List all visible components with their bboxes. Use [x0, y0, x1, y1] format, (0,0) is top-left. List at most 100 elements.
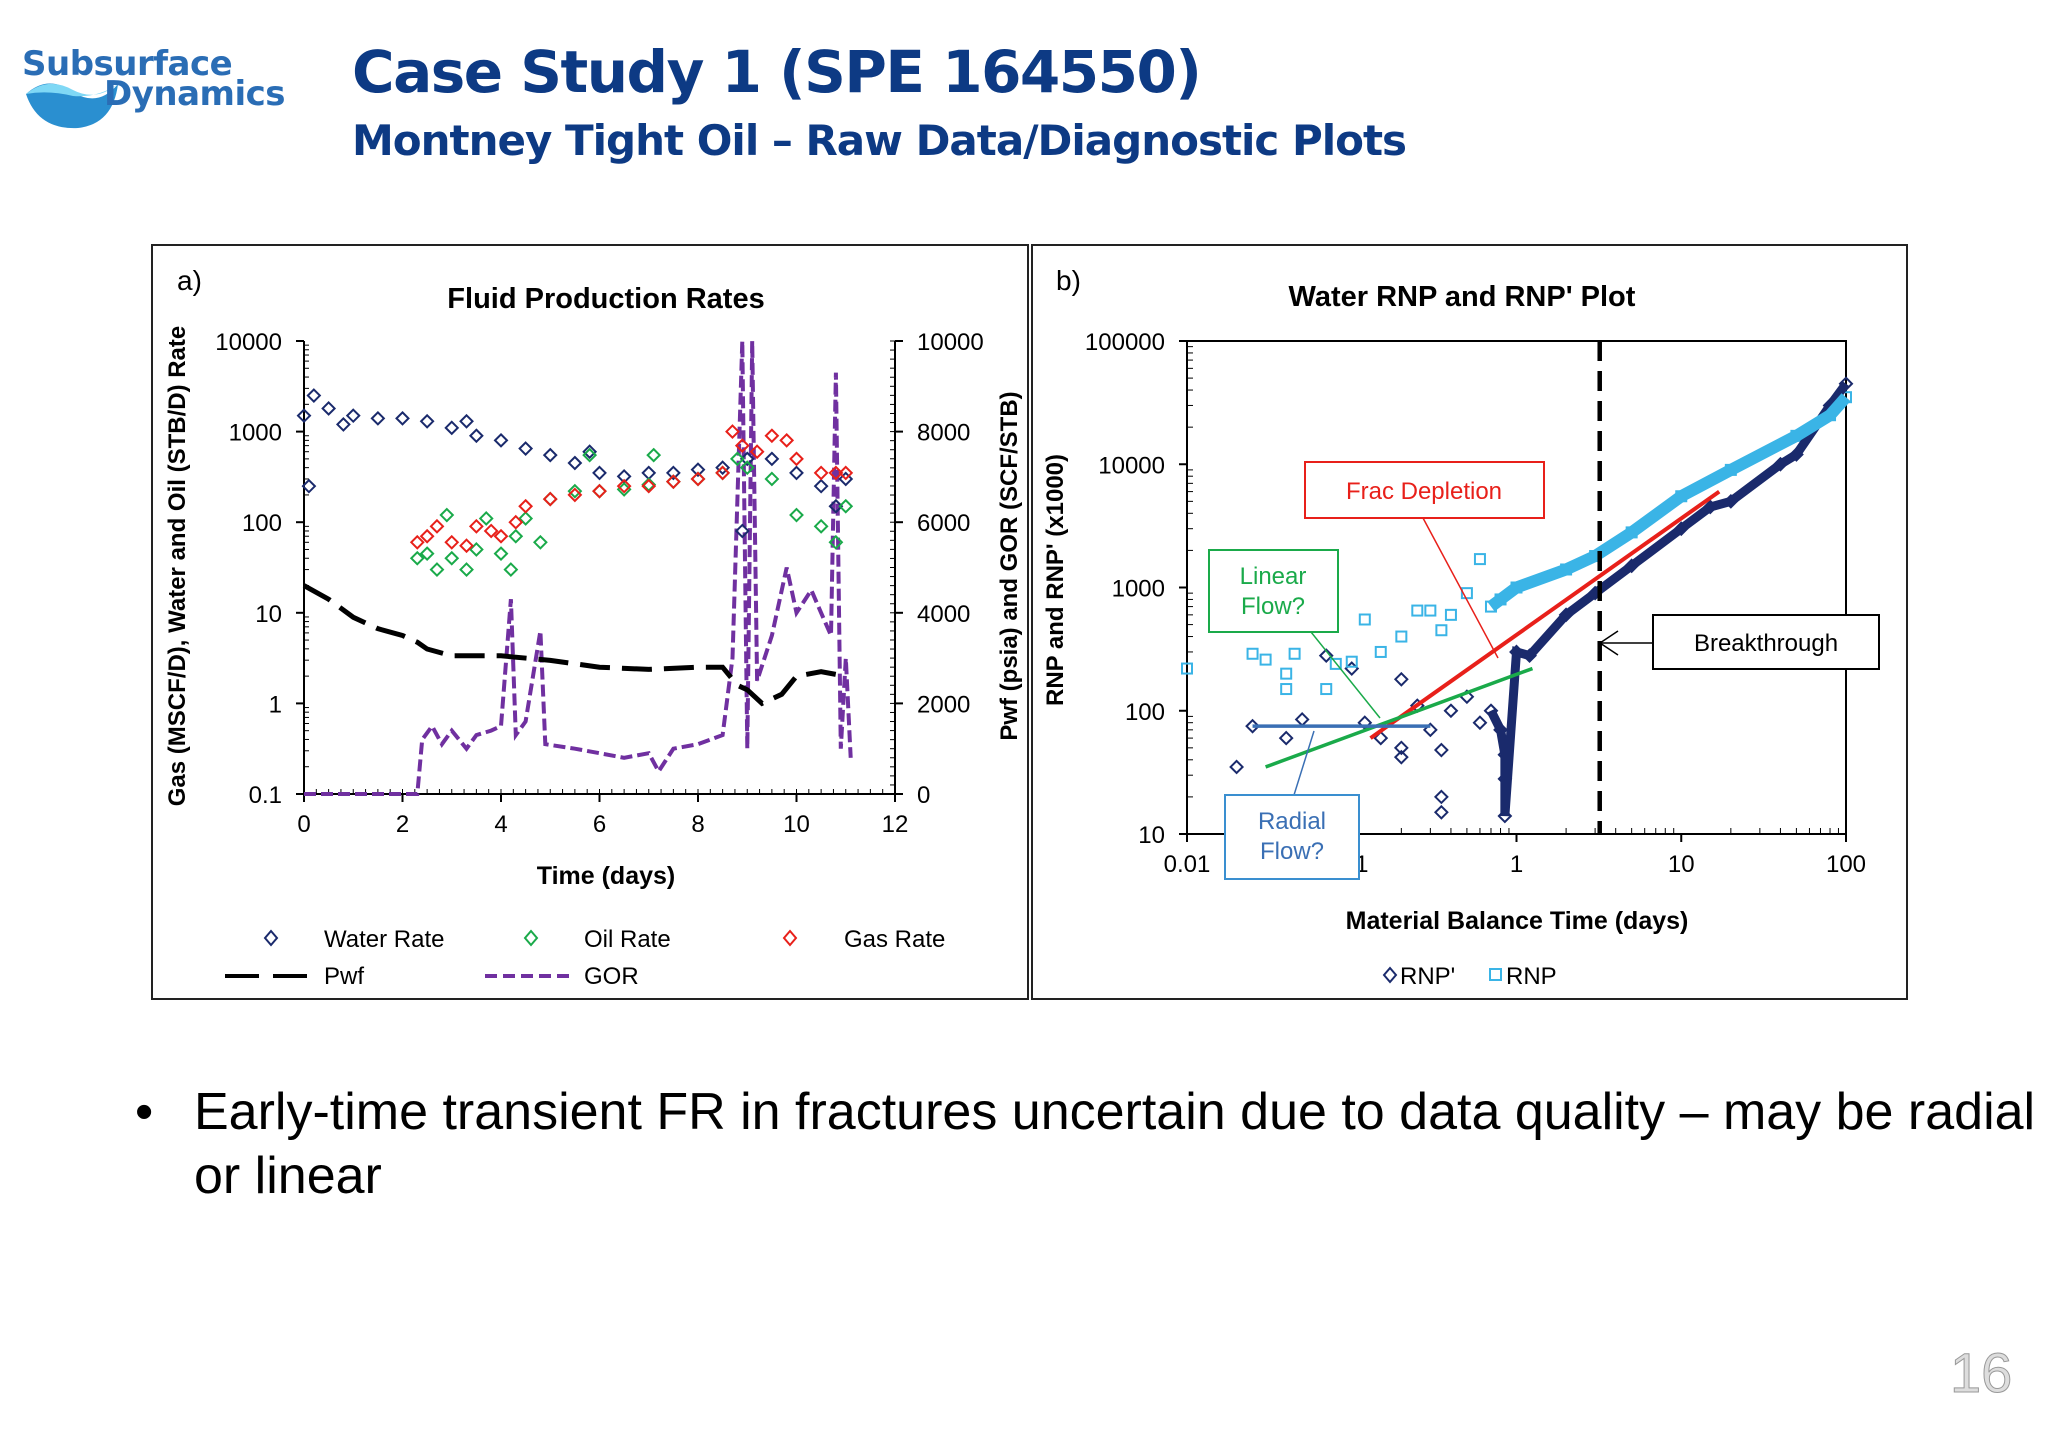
subsurface-dynamics-logo: Subsurface Dynamics — [18, 44, 318, 129]
data-point-oil-rate — [813, 518, 829, 534]
bullet-text: Early-time transient FR in fractures unc… — [194, 1083, 2036, 1205]
legend-label-gas: Gas Rate — [844, 926, 945, 953]
data-point-gas-rate — [567, 487, 583, 503]
data-point-rnp — [1358, 613, 1371, 626]
y2-tick-label: 4000 — [917, 601, 970, 628]
y-tick-label: 100 — [1125, 699, 1165, 726]
data-point-water-rate — [582, 444, 598, 460]
data-point-water-rate — [789, 465, 804, 481]
y2-tick-label: 8000 — [917, 420, 970, 447]
y-tick-label: 10000 — [215, 329, 282, 356]
bullet-icon: • — [135, 1083, 154, 1141]
data-point-oil-rate — [478, 511, 494, 526]
data-point-water-rate — [296, 408, 312, 424]
data-point-oil-rate — [729, 451, 745, 467]
data-point-water-rate — [665, 465, 681, 481]
data-point-oil-rate — [508, 528, 524, 544]
data-point-water-rate — [493, 432, 509, 448]
data-point-water-rate — [739, 451, 755, 467]
data-point-rnp — [1424, 604, 1437, 617]
data-point-gas-rate — [764, 428, 780, 444]
data-point-rnp — [1444, 608, 1457, 621]
y-tick-label: 10 — [255, 601, 282, 628]
chart-b-svg: b) Water RNP and RNP' Plot Material Bala… — [1042, 265, 1880, 990]
data-point-water-rate — [813, 478, 829, 494]
breakthrough-label: Breakthrough — [1694, 630, 1838, 657]
frac-depletion-label: Frac Depletion — [1346, 478, 1502, 505]
data-point-oil-rate — [828, 534, 844, 550]
data-point-rnp — [1280, 667, 1293, 680]
data-point-oil-rate — [646, 447, 662, 463]
x-axis-label: Time (days) — [537, 862, 675, 890]
y-axis-label: Gas (MSCF/D), Water and Oil (STB/D) Rate — [164, 326, 191, 806]
data-point-water-rate — [592, 465, 607, 481]
data-point-gas-rate — [409, 534, 425, 550]
data-point-rnp-prime — [1245, 718, 1260, 734]
y-tick-label: 1000 — [1112, 576, 1165, 603]
legend-label-oil: Oil Rate — [584, 926, 671, 953]
data-point-rnp — [1329, 657, 1342, 670]
series-oil-rate — [409, 447, 854, 577]
data-point-gas-rate — [518, 498, 534, 514]
radial-flow-pointer — [1293, 730, 1315, 796]
data-point-oil-rate — [429, 562, 445, 577]
page-number: 16 — [1949, 1341, 2013, 1405]
data-point-oil-rate — [567, 483, 583, 499]
data-point-gas-rate — [419, 528, 435, 544]
data-point-gas-rate — [749, 444, 765, 460]
data-point-water-rate — [641, 465, 657, 481]
legend-marker-rnp-prime — [1382, 966, 1398, 984]
data-point-gas-rate — [542, 491, 558, 507]
y-tick-label: 100000 — [1085, 329, 1165, 356]
y2-tick-label: 10000 — [917, 329, 984, 356]
data-point-water-rate — [459, 413, 474, 429]
rnp-prime-trend — [1486, 381, 1850, 817]
x-tick-label: 6 — [593, 811, 606, 838]
legend-label-gor: GOR — [584, 963, 639, 990]
logo-text-line2: Dynamics — [104, 74, 286, 114]
label-line: Linear — [1240, 563, 1307, 590]
legend-marker-rnp — [1489, 968, 1502, 981]
data-point-oil-rate — [503, 562, 519, 577]
linear-flow-pointer — [1310, 631, 1381, 719]
data-point-gas-rate — [429, 518, 445, 534]
data-point-gas-rate — [690, 471, 706, 487]
data-point-water-rate — [828, 498, 844, 514]
y2-tick-label: 2000 — [917, 691, 970, 718]
data-point-gas-rate — [444, 534, 460, 550]
data-point-gas-rate — [838, 465, 854, 481]
data-point-water-rate — [518, 441, 534, 456]
data-point-water-rate — [306, 388, 322, 403]
x-axis-label: Material Balance Time (days) — [1346, 907, 1689, 935]
series-line-gor — [304, 340, 853, 796]
legend: RNP' RNP — [1382, 963, 1557, 990]
data-point-gas-rate — [493, 528, 509, 544]
data-point-rnp — [1280, 683, 1293, 696]
data-point-rnp — [1246, 647, 1259, 660]
data-point-oil-rate — [739, 460, 755, 476]
x-tick-label: 10 — [783, 811, 810, 838]
radial-flow-box — [1224, 794, 1360, 880]
data-point-water-rate — [764, 451, 780, 467]
y-tick-label: 1 — [269, 691, 282, 718]
data-point-gas-rate — [813, 465, 829, 481]
y-tick-label: 1000 — [229, 420, 282, 447]
data-point-gas-rate — [828, 465, 844, 481]
data-point-water-rate — [301, 478, 317, 494]
linear-flow-line — [1265, 666, 1534, 769]
data-point-rnp — [1259, 653, 1272, 666]
data-point-rnp-prime — [1229, 759, 1245, 775]
data-point-rnp-prime — [1393, 671, 1409, 687]
data-point-gas-rate — [715, 465, 731, 481]
data-point-water-rate — [715, 460, 731, 476]
data-point-rnp — [1460, 587, 1473, 600]
y-tick-label: 100 — [242, 510, 282, 537]
data-point-oil-rate — [532, 534, 548, 550]
y2-tick-label: 6000 — [917, 510, 970, 537]
data-point-water-rate — [345, 408, 361, 424]
data-point-oil-rate — [542, 491, 558, 507]
data-point-water-rate — [690, 462, 706, 478]
x-tick-label: 12 — [882, 811, 909, 838]
data-point-oil-rate — [764, 471, 780, 487]
